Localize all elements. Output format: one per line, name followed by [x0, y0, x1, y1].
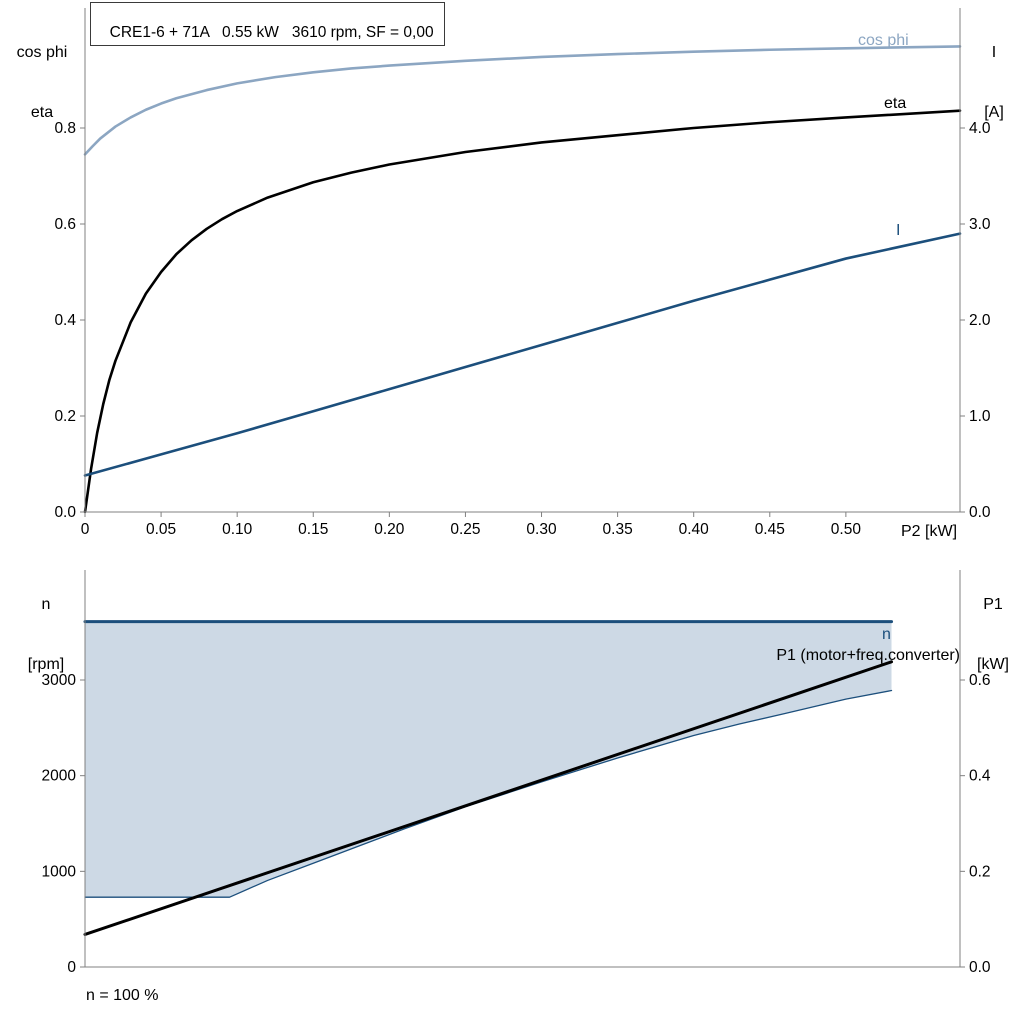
left-axis-label-n: n [41, 596, 51, 613]
y-right-tick-label: 1.0 [969, 408, 991, 425]
series-eta [83, 109, 962, 514]
footnote-n-percent: n = 100 % [86, 987, 159, 1004]
x-tick-label: 0.05 [146, 521, 176, 538]
top-left-axis-label: cos phi eta [6, 3, 78, 143]
x-tick-label: 0.45 [755, 521, 785, 538]
curve-label-eta: eta [884, 95, 907, 112]
y-right-tick-label: 4.0 [969, 120, 991, 137]
chart-0: 0 0.05 0.10 0.15 0.20 0.25 0.30 0.35 0.40 0.45 0.5… [54, 8, 991, 538]
y-left-tick-label: 3000 [42, 672, 77, 689]
x-tick-label: 0.10 [222, 521, 253, 538]
series-p1-motor-freq-converter- [83, 660, 894, 936]
curve-label-n: n [882, 626, 891, 643]
left-axis-label-rpm: [rpm] [27, 656, 65, 673]
n-range-area [85, 621, 892, 898]
x-tick-label: 0 [81, 521, 90, 538]
y-left-tick-label: 1000 [42, 863, 77, 880]
chart-title: CRE1-6 + 71A 0.55 kW 3610 rpm, SF = 0,00 [109, 24, 434, 41]
right-axis-label-kw: [kW] [977, 656, 1009, 673]
left-axis-label-cosphi: cos phi [16, 44, 68, 61]
curve-label-p1: P1 (motor+freq.converter) [776, 647, 960, 664]
right-axis-label-p1: P1 [983, 596, 1003, 613]
x-tick-label: 0.25 [450, 521, 480, 538]
chart-1: 0 1000 2000 3000 0.0 0.2 0.4 0.6 [42, 570, 991, 976]
right-axis-label-amps: [A] [984, 104, 1004, 121]
right-axis-label-i: I [991, 44, 997, 61]
x-tick-label: 0.20 [374, 521, 405, 538]
y-left-tick-label: 0.4 [54, 312, 76, 329]
bottom-left-axis-label: n [rpm] [10, 555, 82, 695]
y-right-tick-label: 0.0 [969, 959, 991, 976]
y-right-tick-label: 0.4 [969, 768, 991, 785]
series-cos-phi [83, 45, 962, 156]
chart-title-box: CRE1-6 + 71A 0.55 kW 3610 rpm, SF = 0,00 [90, 2, 445, 46]
series-i [83, 232, 962, 477]
x-tick-label: 0.40 [679, 521, 710, 538]
curve-label-cosphi: cos phi [858, 32, 909, 49]
x-tick-label: 0.30 [526, 521, 557, 538]
y-left-tick-label: 0.2 [54, 408, 76, 425]
x-axis-label: P2 [kW] [901, 523, 958, 540]
y-left-tick-label: 0.6 [54, 216, 76, 233]
bottom-right-axis-label: P1 [kW] [964, 555, 1022, 695]
curve-label-current: I [896, 222, 901, 239]
x-tick-label: 0.35 [603, 521, 633, 538]
y-right-tick-label: 0.2 [969, 863, 991, 880]
y-right-tick-label: 3.0 [969, 216, 991, 233]
left-axis-label-eta: eta [30, 104, 54, 121]
top-right-axis-label: I [A] [966, 3, 1022, 143]
y-left-tick-label: 0 [67, 959, 76, 976]
y-left-tick-label: 0.0 [54, 504, 76, 521]
y-right-tick-label: 0.0 [969, 504, 991, 521]
y-right-tick-label: 2.0 [969, 312, 991, 329]
y-left-tick-label: 0.8 [54, 120, 76, 137]
x-tick-label: 0.15 [298, 521, 328, 538]
y-left-tick-label: 2000 [42, 768, 77, 785]
y-right-tick-label: 0.6 [969, 672, 991, 689]
x-tick-label: 0.50 [831, 521, 862, 538]
